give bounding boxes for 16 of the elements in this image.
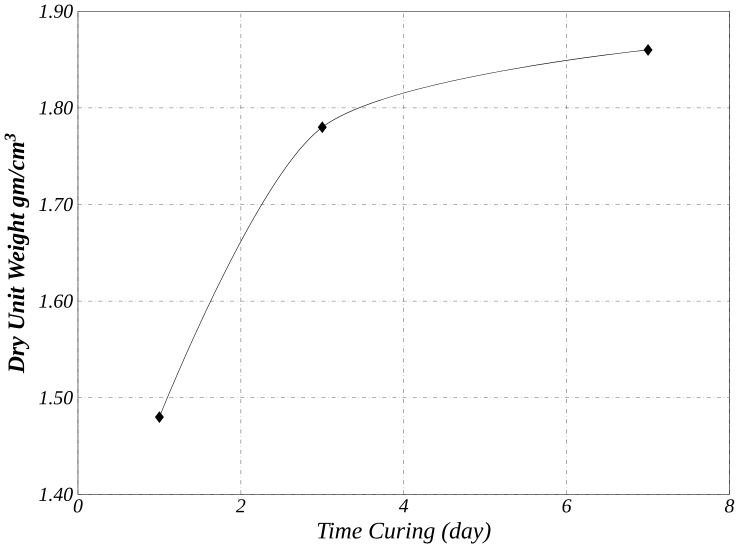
y-tick-label: 1.80: [39, 101, 73, 115]
y-tick-label: 1.40: [39, 488, 73, 502]
point: [155, 411, 164, 423]
point: [318, 121, 327, 133]
y-tick-label: 1.90: [39, 4, 73, 18]
y-tick-label: 1.50: [39, 391, 73, 404]
y-axis-title: Dry Unit Weight gm/cm$^{3}$: [4, 134, 30, 374]
x-tick-label: 6: [562, 499, 572, 512]
point: [644, 44, 652, 56]
y-tick-label: 1.70: [39, 198, 73, 212]
x-tick-label: 8: [724, 499, 734, 513]
x-axis-title: Time Curing (day): [318, 522, 490, 544]
y-tick-label: 1.60: [39, 294, 73, 308]
x-tick-label: 2: [236, 499, 246, 512]
x-tick-label: 4: [398, 499, 408, 512]
x-tick-label: 0: [74, 499, 83, 513]
